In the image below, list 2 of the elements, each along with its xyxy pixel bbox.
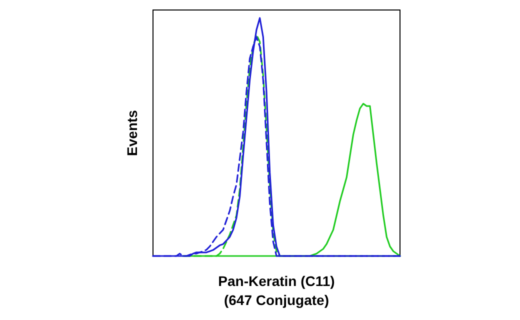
x-axis-title: Pan-Keratin (C11) (647 Conjugate) <box>218 273 335 308</box>
y-axis-title: Events <box>124 110 140 156</box>
